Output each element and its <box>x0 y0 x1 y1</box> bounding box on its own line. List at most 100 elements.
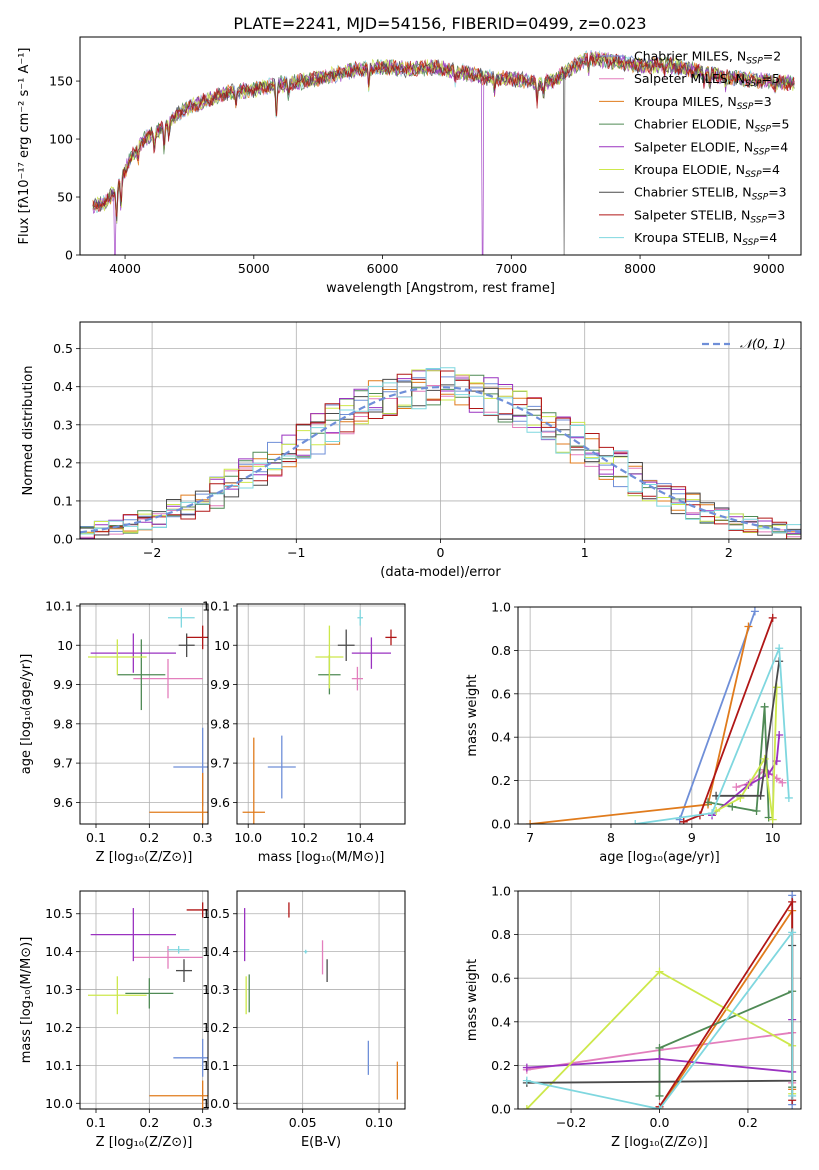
legend-suffix: =4 <box>759 230 777 245</box>
legend-text: Kroupa STELIB, N <box>634 230 742 245</box>
x-axis-label: Z [log₁₀(Z/Z⊙)] <box>96 1135 193 1150</box>
y-tick-label: 100 <box>49 132 73 147</box>
legend-sub: SSP <box>745 170 762 180</box>
y-tick-label: 10.5 <box>45 906 73 921</box>
y-tick-label: 0.2 <box>53 455 73 470</box>
x-tick-label: 5000 <box>238 261 270 276</box>
y-tick-label: 10 <box>57 638 73 653</box>
age-vs-mass-frame <box>236 603 406 825</box>
y-axis-label: age [log₁₀(age/yr)] <box>19 654 34 775</box>
x-tick-label: 0.05 <box>289 1115 317 1130</box>
legend-text: Chabrier ELODIE, N <box>634 117 754 132</box>
mass-weight-vs-age-lines <box>526 607 793 824</box>
series-marker-4 <box>655 1091 664 1100</box>
series-marker-5 <box>775 731 784 740</box>
y-axis-label: Flux [fλ10⁻¹⁷ erg cm⁻² s⁻¹ A⁻¹] <box>17 48 32 245</box>
age-vs-Z-frame <box>79 603 209 825</box>
series-marker-4 <box>760 702 769 711</box>
age-vs-mass-axes: 10.0 10.2 10.4 9.6 9.7 9.8 9.9 10 10.1 mass [log₁… <box>202 598 405 865</box>
series-marker-6 <box>522 1105 531 1109</box>
y-tick-label: 0.2 <box>491 773 511 788</box>
y-tick-label: 0.6 <box>491 686 511 701</box>
age-vs-Z-axes: 0.1 0.2 0.3 9.6 9.7 9.8 9.9 10 10.1 Z [log₁₀(Z/Z⊙… <box>19 598 213 865</box>
x-tick-label: 0.10 <box>365 1115 393 1130</box>
x-axis-label: (data-model)/error <box>380 565 501 580</box>
histogram-9 <box>80 367 801 535</box>
y-tick-label: 9.9 <box>210 677 230 692</box>
y-tick-label: 0.2 <box>491 1058 511 1073</box>
mass-vs-ebv-frame <box>236 890 406 1110</box>
x-tick-label: 0.0 <box>650 1115 670 1130</box>
y-tick-label: 150 <box>49 74 73 89</box>
y-tick-label: 9.7 <box>53 756 73 771</box>
y-tick-label: 0.4 <box>53 379 73 394</box>
x-tick-label: 10 <box>765 830 781 845</box>
x-tick-label: 0.1 <box>86 830 106 845</box>
y-tick-label: 10.3 <box>45 982 73 997</box>
series-line-8 <box>658 898 794 1108</box>
series-line-8 <box>683 617 774 823</box>
x-axis-label: mass [log₁₀(M/M⊙)] <box>258 850 385 865</box>
legend-text: Chabrier MILES, N <box>634 49 746 64</box>
x-tick-label: −0.2 <box>556 1115 586 1130</box>
series-marker-6 <box>768 815 777 824</box>
x-tick-label: 2 <box>725 545 733 560</box>
legend-sub: SSP <box>745 79 762 89</box>
series-marker-2 <box>732 783 741 792</box>
x-tick-label: −2 <box>143 545 161 560</box>
series-line-9 <box>635 647 790 824</box>
legend-suffix: =2 <box>763 49 781 64</box>
mass-weight-vs-age-frame <box>517 606 802 825</box>
series-marker-7 <box>756 791 765 800</box>
legend-sub: SSP <box>737 102 754 112</box>
series-marker-3 <box>744 622 753 631</box>
mass-vs-Z-frame <box>79 890 209 1110</box>
x-axis-label: Z [log₁₀(Z/Z⊙)] <box>611 1135 708 1150</box>
series-marker-4 <box>728 802 737 811</box>
series-marker-8 <box>679 817 688 824</box>
y-tick-label: 10.1 <box>202 1058 230 1073</box>
series-marker-5 <box>655 1054 664 1063</box>
legend-text: Kroupa MILES, N <box>634 94 737 109</box>
y-tick-label: 10.1 <box>45 598 73 613</box>
x-tick-label: 1 <box>581 545 589 560</box>
x-tick-label: 7 <box>526 830 534 845</box>
legend-text: Chabrier STELIB, N <box>634 185 752 200</box>
y-tick-label: 9.6 <box>210 795 230 810</box>
legend-suffix: =5 <box>762 71 780 86</box>
legend-suffix: =5 <box>771 117 789 132</box>
legend-label: Kroupa ELODIE, NSSP=4 <box>634 162 780 180</box>
x-axis-label: age [log₁₀(age/yr)] <box>599 850 720 865</box>
mass-vs-Z-points <box>88 902 208 1109</box>
series-marker-9 <box>655 1105 664 1109</box>
figure-title: PLATE=2241, MJD=54156, FIBERID=0499, z=0… <box>233 14 646 33</box>
x-tick-label: 0.3 <box>193 830 213 845</box>
x-axis-label: Z [log₁₀(Z/Z⊙)] <box>96 850 193 865</box>
legend-label: Chabrier ELODIE, NSSP=5 <box>634 117 789 135</box>
x-tick-label: 0 <box>437 545 445 560</box>
series-marker-6 <box>655 967 664 976</box>
spectrum-line-6 <box>92 51 795 224</box>
x-tick-label: 8000 <box>624 261 656 276</box>
x-tick-label: 10.2 <box>290 830 318 845</box>
legend-text: Salpeter MILES, N <box>634 71 745 86</box>
x-axis-label: wavelength [Angstrom, rest frame] <box>326 281 555 296</box>
legend-text: Kroupa ELODIE, N <box>634 162 745 177</box>
mass-weight-vs-Z-axes: −0.2 0.0 0.2 0.0 0.2 0.4 0.6 0.8 1.0 Z [log₁₀(Z/Z… <box>465 884 801 1150</box>
y-tick-label: 0.0 <box>53 532 73 547</box>
residuals-frame <box>79 321 802 540</box>
y-tick-label: 9.7 <box>210 756 230 771</box>
x-tick-label: 0.2 <box>139 1115 159 1130</box>
y-tick-label: 0.8 <box>491 643 511 658</box>
mass-vs-ebv-points <box>243 902 399 1100</box>
series-line-9 <box>526 929 794 1109</box>
y-tick-label: 9.6 <box>53 795 73 810</box>
x-tick-label: 9000 <box>753 261 785 276</box>
series-marker-2 <box>778 778 787 787</box>
y-tick-label: 10.1 <box>202 598 230 613</box>
y-tick-label: 10.1 <box>45 1058 73 1073</box>
y-tick-label: 0.3 <box>53 417 73 432</box>
series-marker-9 <box>522 1076 531 1085</box>
